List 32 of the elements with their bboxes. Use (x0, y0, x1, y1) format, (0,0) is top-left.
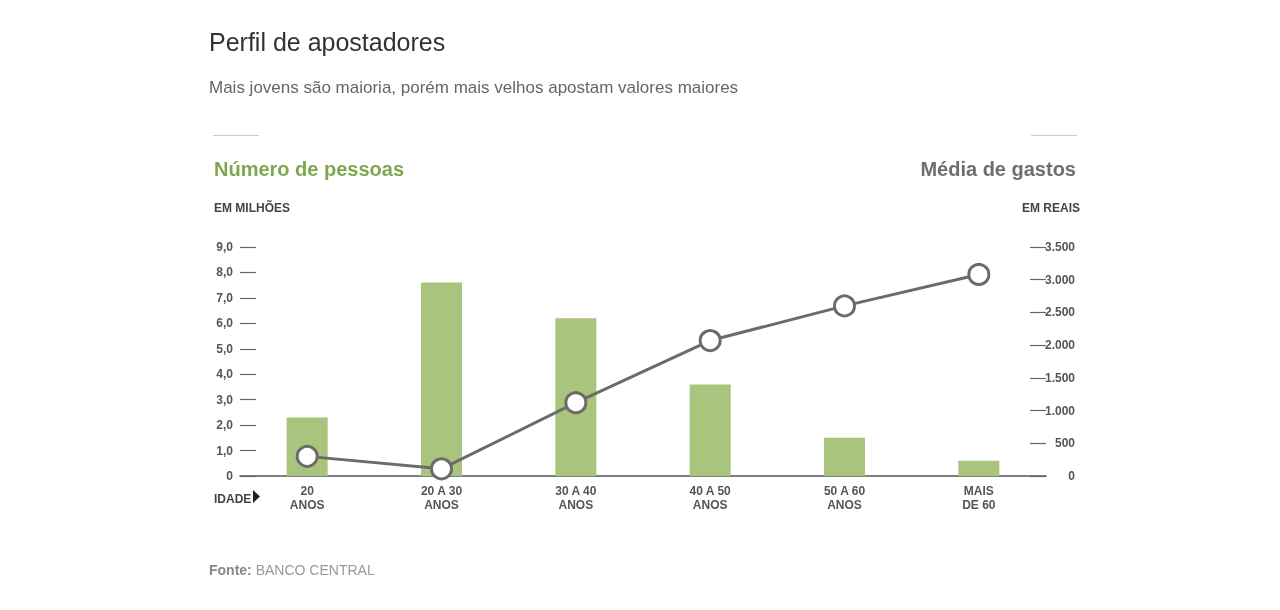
y2-tick-label: 1.000 (1044, 403, 1076, 418)
y2-tick-label: 2.500 (1044, 305, 1076, 320)
y2-axis-title: Média de gastos (920, 158, 1076, 180)
source-note: Fonte: BANCO CENTRAL (209, 562, 375, 578)
text: EM REAIS (1021, 201, 1080, 215)
y-tick-label: 3,0 (216, 392, 234, 407)
y-tick-label: 7,0 (216, 290, 234, 305)
y-tick-label: 2,0 (216, 418, 234, 433)
y-tick-label: 9,0 (216, 240, 234, 254)
y-tick-label: 4,0 (216, 367, 234, 382)
text: EM MILHÕES (214, 201, 291, 215)
y2-tick-label: 3.500 (1044, 240, 1076, 254)
y-axis-title: Número de pessoas (214, 158, 405, 180)
y2-tick-label: 0 (1068, 469, 1076, 483)
y2-tick-label: 2.000 (1044, 338, 1076, 353)
x-tick-label: 30 A 40 ANOS (555, 484, 597, 512)
x-tick-label: 50 A 60 ANOS (823, 484, 866, 512)
y-tick-label: 5,0 (216, 341, 234, 356)
y2-tick-label: 500 (1054, 436, 1076, 451)
chart-subtitle: Mais jovens são maioria, porém mais velhos apostam valores maiores (209, 78, 739, 97)
y2-tick-label: 3.000 (1044, 272, 1076, 287)
y-tick-label: 8,0 (216, 265, 234, 280)
x-tick-label: 20 A 30 ANOS (420, 484, 463, 512)
y-tick-label: 0 (226, 469, 234, 483)
y2-tick-label: 1.500 (1044, 370, 1076, 385)
x-tick-label: MAIS DE 60 (962, 484, 996, 512)
x-axis-title: IDADE (214, 492, 252, 506)
y-tick-label: 1,0 (216, 443, 234, 458)
x-tick-label: 20 ANOS (289, 484, 325, 512)
y-tick-label: 6,0 (216, 316, 234, 331)
x-tick-label: 40 A 50 ANOS (689, 484, 732, 512)
chart-title: Perfil de apostadores (209, 28, 446, 56)
